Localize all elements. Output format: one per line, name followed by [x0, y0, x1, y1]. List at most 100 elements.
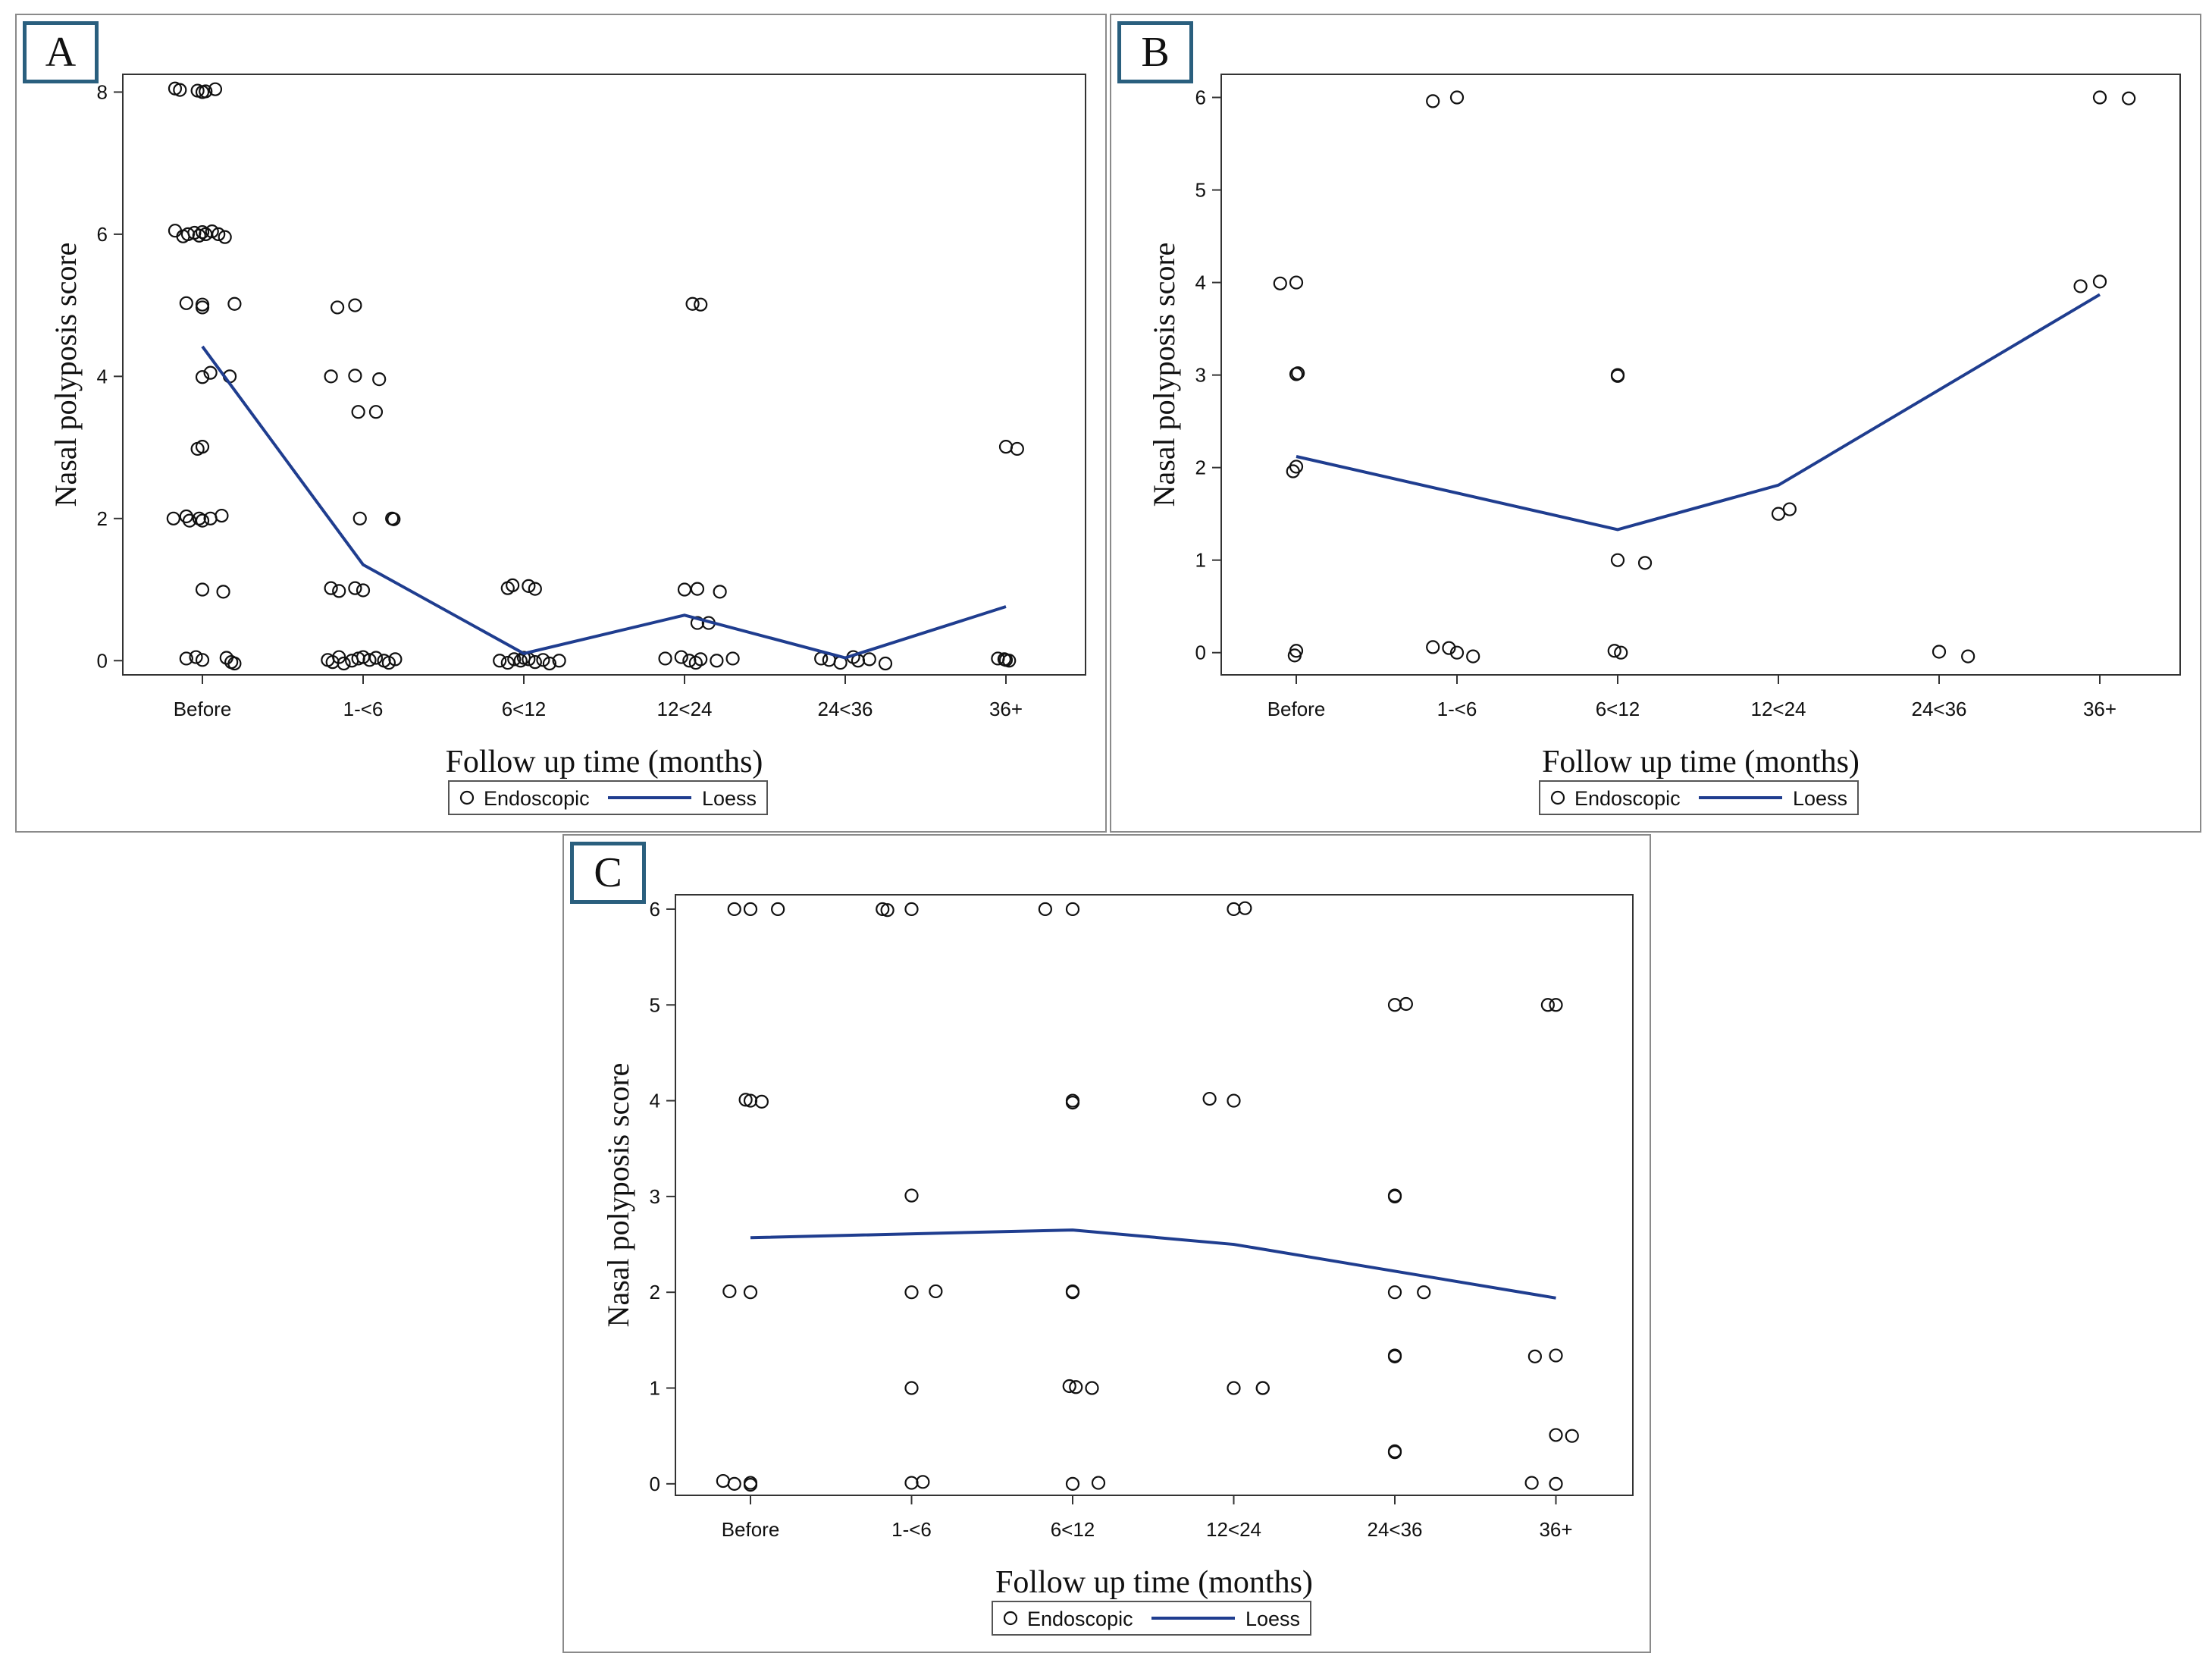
data-point — [2073, 279, 2088, 293]
data-point — [713, 585, 727, 599]
data-point — [195, 440, 210, 454]
data-point — [1387, 1444, 1402, 1458]
data-point — [1091, 1476, 1106, 1490]
y-axis-label: Nasal polyposis score — [49, 243, 83, 507]
y-tick-label: 2 — [97, 507, 108, 530]
data-point — [1549, 1348, 1563, 1363]
data-point — [1289, 644, 1304, 658]
y-tick-label: 3 — [1195, 364, 1206, 387]
y-tick-label: 2 — [650, 1281, 660, 1303]
data-point — [1417, 1285, 1431, 1300]
x-tick-label: 36+ — [1539, 1518, 1572, 1541]
data-point — [351, 405, 365, 419]
data-point — [1399, 996, 1413, 1012]
x-tick-label: 6<12 — [1051, 1518, 1095, 1541]
legend-marker-endoscopic — [459, 790, 475, 805]
data-point — [216, 585, 230, 599]
data-point — [552, 654, 566, 668]
data-point — [677, 582, 692, 597]
data-point — [536, 653, 550, 667]
data-point — [500, 655, 515, 670]
data-point — [904, 1285, 919, 1300]
data-point — [998, 653, 1014, 667]
legend-label-endoscopic: Endoscopic — [1574, 787, 1681, 810]
data-point — [166, 511, 180, 525]
x-tick-label: 6<12 — [1596, 698, 1640, 720]
data-point — [1227, 1381, 1241, 1395]
data-point — [862, 652, 876, 667]
data-point — [929, 1284, 943, 1299]
plot-frame — [675, 894, 1634, 1496]
loess-line — [1296, 293, 2101, 532]
data-point — [1065, 1096, 1080, 1110]
panel-b: 0 1 2 3 4 5 6 Before 1-<6 6<12 12<24 24<36 36+ Nasal … — [1110, 14, 2201, 833]
data-point — [352, 511, 367, 525]
data-point — [542, 656, 557, 671]
data-point — [725, 651, 740, 666]
plot-frame — [1220, 74, 2181, 676]
data-point — [192, 511, 206, 525]
data-point — [771, 902, 785, 917]
panel-c: 0 1 2 3 4 5 6 Before 1-<6 6<12 12<24 24<36 36+ Nasal … — [562, 834, 1651, 1653]
data-point — [1387, 1348, 1402, 1363]
y-tick-label: 5 — [1195, 179, 1206, 202]
legend-label-loess: Loess — [702, 787, 757, 810]
data-point — [1387, 1285, 1402, 1300]
data-point — [1614, 645, 1628, 660]
data-point — [195, 297, 210, 312]
data-point — [1449, 645, 1465, 660]
data-point — [195, 513, 210, 528]
x-tick-label: 12<24 — [656, 698, 712, 720]
data-point — [1527, 1349, 1542, 1363]
data-point — [743, 1478, 758, 1492]
data-point — [1387, 998, 1402, 1012]
data-point — [1255, 1381, 1270, 1395]
y-tick-label: 3 — [650, 1185, 660, 1208]
data-point — [738, 1093, 753, 1107]
data-point — [722, 1284, 737, 1299]
x-tick-label: Before — [1267, 698, 1326, 720]
x-tick-label: Before — [174, 698, 232, 720]
data-point — [1227, 902, 1241, 917]
data-point — [189, 650, 203, 664]
y-tick-label: 2 — [1195, 456, 1206, 479]
chart-a-svg: 0 2 4 6 8 Before 1-<6 6<12 12<24 24<36 36+ Nasal po… — [49, 74, 1086, 815]
data-point — [372, 372, 387, 387]
data-point — [880, 903, 895, 918]
loess-line — [201, 345, 1007, 660]
x-tick-label: 1-<6 — [1437, 698, 1477, 720]
data-point — [199, 84, 213, 99]
data-point — [203, 365, 218, 380]
y-tick-label: 6 — [650, 898, 660, 921]
data-point — [1010, 441, 1024, 456]
y-tick-label: 4 — [1195, 271, 1206, 294]
data-point — [513, 654, 528, 668]
data-point — [387, 512, 401, 526]
x-axis-label: Follow up time (months) — [446, 745, 763, 780]
data-point — [904, 1476, 919, 1490]
y-tick-label: 4 — [97, 365, 108, 387]
data-point — [1549, 1428, 1563, 1442]
panel-a: 0 2 4 6 8 Before 1-<6 6<12 12<24 24<36 36+ Nasal po… — [15, 14, 1107, 833]
data-point — [506, 578, 520, 593]
data-point — [1273, 276, 1287, 290]
data-point — [195, 582, 210, 597]
data-point — [356, 583, 371, 598]
data-point — [179, 296, 193, 310]
x-tick-label: 24<36 — [1911, 698, 1966, 720]
y-tick-label: 0 — [97, 649, 108, 672]
data-point — [208, 82, 223, 96]
data-point — [1289, 275, 1304, 290]
data-point — [332, 584, 346, 598]
loess-line — [750, 1228, 1556, 1300]
y-axis-label: Nasal polyposis score — [1147, 243, 1181, 507]
data-point — [876, 902, 890, 917]
data-point — [1289, 460, 1304, 474]
data-point — [507, 652, 522, 667]
data-point — [1637, 556, 1653, 570]
x-tick-label: 12<24 — [1206, 1518, 1261, 1541]
data-point — [330, 300, 345, 315]
data-point — [227, 656, 242, 671]
data-point — [904, 1381, 919, 1395]
legend-label-loess: Loess — [1245, 1608, 1300, 1630]
